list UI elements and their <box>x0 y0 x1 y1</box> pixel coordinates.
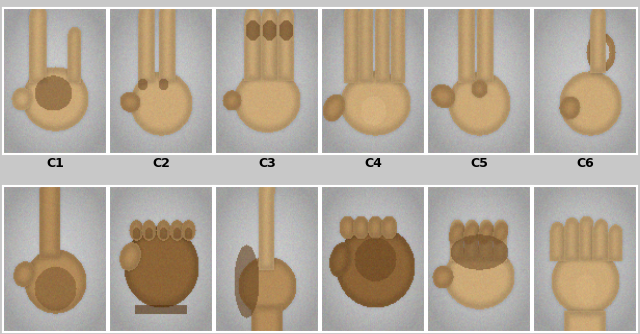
X-axis label: C5: C5 <box>470 157 488 170</box>
X-axis label: C6: C6 <box>576 157 594 170</box>
X-axis label: C3: C3 <box>258 157 276 170</box>
X-axis label: C4: C4 <box>364 157 382 170</box>
X-axis label: C2: C2 <box>152 157 170 170</box>
X-axis label: C1: C1 <box>46 157 64 170</box>
